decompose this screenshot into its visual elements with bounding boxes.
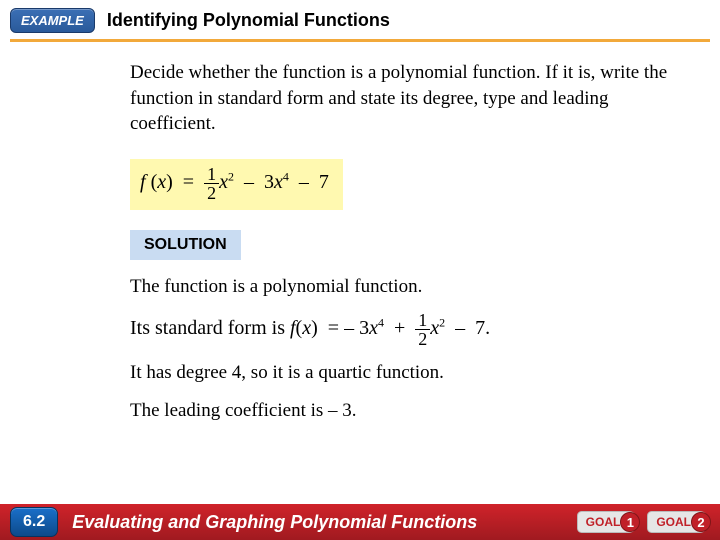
frac-den: 2 — [204, 184, 219, 202]
goal-1-label: GOAL — [586, 515, 621, 529]
page-title: Identifying Polynomial Functions — [107, 10, 390, 31]
std-lhs: f — [290, 317, 296, 339]
eq-var: x — [157, 171, 166, 193]
eq-const: 7 — [319, 171, 329, 193]
goal-2-circle: 2 — [691, 512, 711, 532]
eq-equals: = — [183, 171, 194, 193]
goal-1-circle: 1 — [620, 512, 640, 532]
goal-2-badge: GOAL 2 — [647, 511, 710, 533]
content-area: Decide whether the function is a polynom… — [0, 42, 720, 423]
solution-line-4: The leading coefficient is – 3. — [130, 398, 680, 424]
eq-x1: x — [219, 171, 228, 193]
instruction-text: Decide whether the function is a polynom… — [130, 60, 680, 137]
solution-line-3: It has degree 4, so it is a quartic func… — [130, 360, 680, 386]
goal-1-badge: GOAL 1 — [577, 511, 640, 533]
std-exp2: 2 — [439, 316, 445, 330]
eq-minus1: – — [244, 171, 254, 193]
std-frac-den: 2 — [415, 330, 430, 348]
given-equation: f (x) = 1 2 x2 – 3x4 – 7 — [130, 159, 343, 210]
sol2-pre: Its standard form is — [130, 317, 290, 339]
std-exp1: 4 — [378, 316, 384, 330]
std-fraction: 1 2 — [415, 311, 430, 348]
eq-minus2: – — [299, 171, 309, 193]
solution-label: SOLUTION — [130, 230, 241, 260]
header: EXAMPLE Identifying Polynomial Functions — [0, 0, 720, 37]
solution-line-1: The function is a polynomial function. — [130, 274, 680, 300]
std-frac-num: 1 — [415, 311, 430, 330]
std-const: 7. — [475, 317, 490, 339]
std-eq: = — [328, 317, 339, 339]
eq-lhs: f — [140, 171, 146, 193]
footer-title: Evaluating and Graphing Polynomial Funct… — [72, 512, 568, 533]
eq-exp1: 2 — [228, 169, 234, 183]
std-neg: – — [344, 317, 354, 339]
eq-exp2: 4 — [283, 169, 289, 183]
eq-fraction: 1 2 — [204, 165, 219, 202]
example-badge: EXAMPLE — [10, 8, 95, 33]
chapter-badge: 6.2 — [10, 507, 58, 537]
std-plus: + — [394, 317, 405, 339]
frac-num: 1 — [204, 165, 219, 184]
std-x1: x — [369, 317, 378, 339]
eq-x2: x — [274, 171, 283, 193]
eq-coef2: 3 — [264, 171, 274, 193]
footer-bar: 6.2 Evaluating and Graphing Polynomial F… — [0, 504, 720, 540]
std-var: x — [302, 317, 311, 339]
std-x2: x — [430, 317, 439, 339]
std-minus: – — [455, 317, 465, 339]
goal-2-label: GOAL — [656, 515, 691, 529]
solution-line-2: Its standard form is f(x) = – 3x4 + 1 2 … — [130, 311, 680, 348]
std-coef1: 3 — [359, 317, 369, 339]
